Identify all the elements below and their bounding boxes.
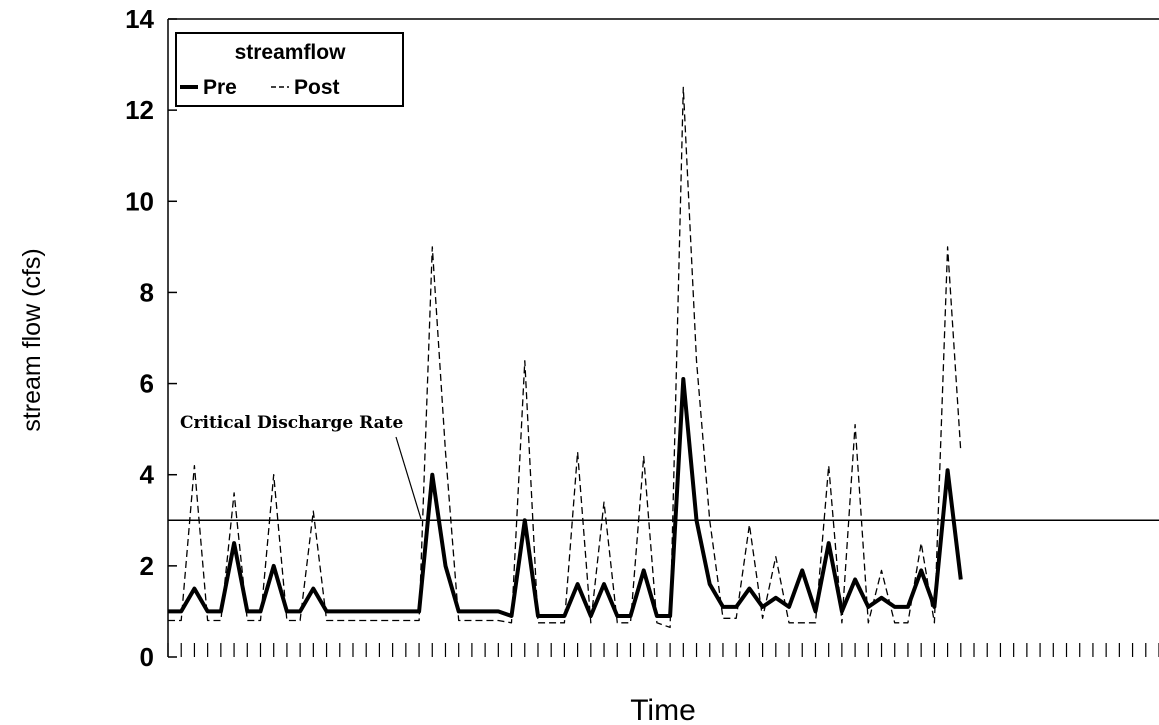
legend-label-post: Post [294, 76, 340, 99]
series-layer [168, 86, 963, 629]
y-tick-label: 12 [125, 95, 154, 125]
y-tick-label: 2 [140, 551, 154, 581]
x-axis-ticks [167, 643, 1159, 657]
y-tick-label: 8 [140, 277, 154, 307]
legend-title: streamflow [235, 41, 347, 64]
y-tick-label: 10 [125, 186, 154, 216]
y-axis-ticks: 0 2 4 6 8 10 12 14 [125, 4, 177, 672]
legend-box [175, 32, 404, 107]
y-tick-label: 6 [140, 369, 154, 399]
y-tick-label: 4 [140, 460, 155, 490]
critical-discharge-pointer [395, 436, 422, 520]
y-tick-label: 0 [140, 642, 154, 672]
y-axis-label: stream flow (cfs) [18, 248, 46, 431]
x-axis-label: Time [630, 694, 696, 725]
y-tick-label: 14 [125, 4, 154, 34]
legend-label-pre: Pre [203, 76, 237, 99]
plot-frame [167, 18, 1159, 657]
series-post-line [168, 86, 962, 629]
legend: streamflow Pre Post [175, 32, 404, 107]
critical-discharge-label: Critical Discharge Rate [180, 413, 403, 433]
